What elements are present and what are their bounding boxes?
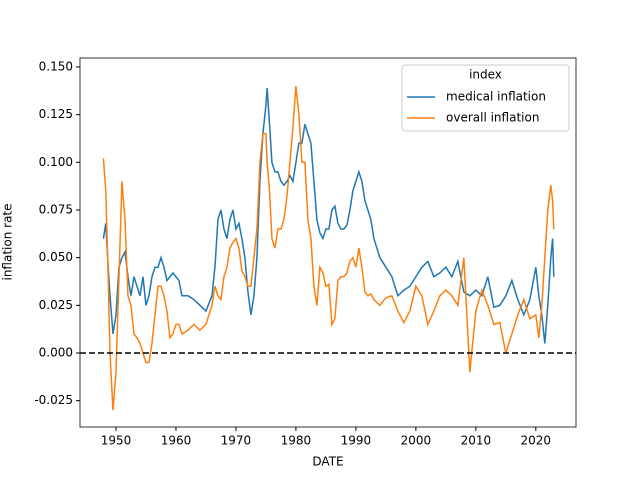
y-tick-label: 0.000 — [39, 346, 73, 360]
y-tick-label: -0.025 — [34, 393, 73, 407]
x-tick-label: 1960 — [161, 434, 192, 448]
y-tick-label: 0.075 — [39, 202, 73, 216]
x-tick-label: 2000 — [401, 434, 432, 448]
x-tick-label: 2020 — [521, 434, 552, 448]
x-tick-label: 1970 — [221, 434, 252, 448]
y-tick-label: 0.150 — [39, 59, 73, 73]
legend-title: index — [469, 68, 502, 82]
x-tick-label: 1980 — [281, 434, 312, 448]
legend-box — [401, 64, 570, 132]
line-series — [102, 87, 555, 344]
y-tick-label: 0.125 — [39, 107, 73, 121]
x-tick-label: 1950 — [101, 434, 132, 448]
legend-label: overall inflation — [446, 111, 539, 125]
y-tick-label: 0.025 — [39, 298, 73, 312]
line-series — [102, 85, 555, 411]
x-tick-label: 2010 — [461, 434, 492, 448]
plot-frame — [79, 57, 577, 428]
y-tick-label: 0.050 — [39, 250, 73, 264]
y-tick-label: 0.100 — [39, 155, 73, 169]
legend-label: medical inflation — [446, 90, 546, 104]
y-axis-label: inflation rate — [1, 203, 15, 280]
x-axis-label: DATE — [312, 455, 343, 469]
x-tick-label: 1990 — [341, 434, 372, 448]
